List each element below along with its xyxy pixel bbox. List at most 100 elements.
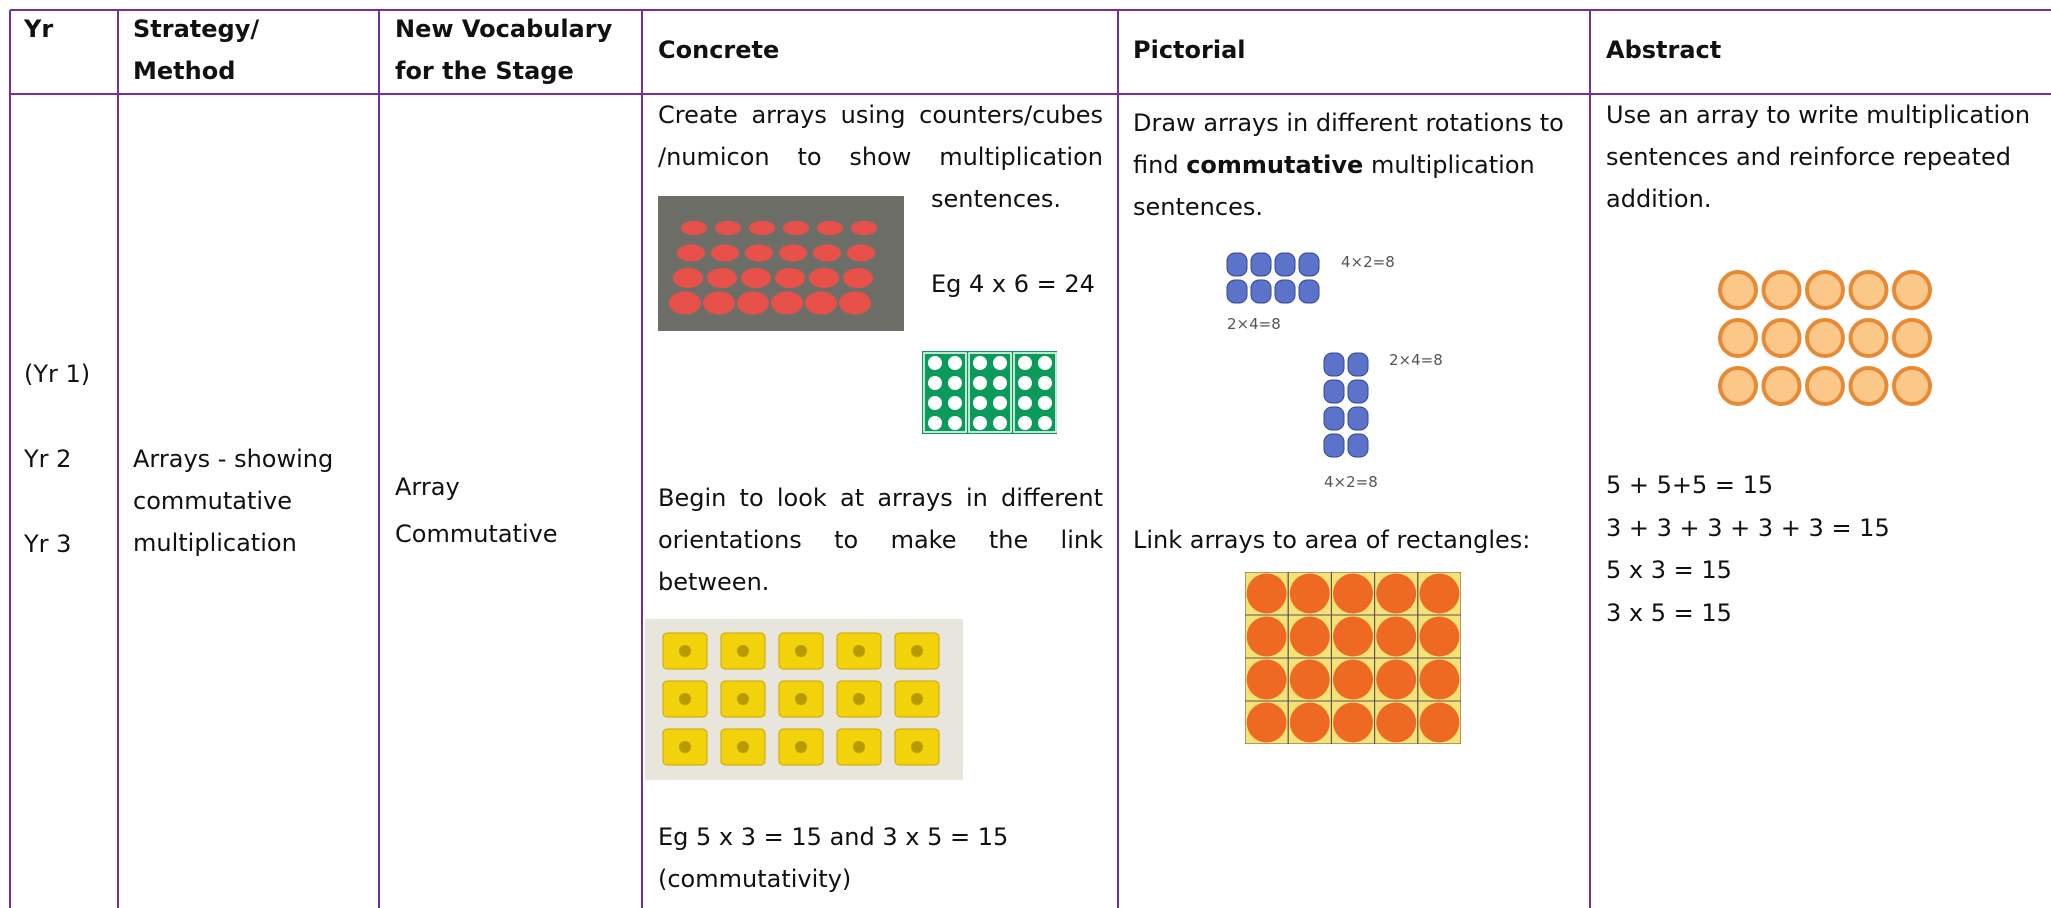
- orange-array-image: [1718, 270, 1932, 406]
- orange-circle: [1419, 659, 1460, 700]
- equation: 5 + 5+5 = 15: [1606, 471, 1774, 499]
- hole: [1038, 356, 1052, 370]
- image-bg: [922, 351, 1057, 434]
- orange-circle: [1761, 318, 1802, 358]
- header-cell: Yr: [24, 15, 54, 43]
- year: Yr 3: [24, 530, 72, 558]
- cube-hole: [795, 741, 807, 753]
- counter: [843, 268, 873, 288]
- orange-circle: [1333, 573, 1373, 614]
- table-border: [641, 10, 643, 908]
- cube-hole: [737, 645, 749, 657]
- text: Draw arrays in different rotations to fi…: [1133, 109, 1564, 179]
- hole: [1018, 376, 1032, 390]
- orange-circle: [1805, 318, 1845, 358]
- hole: [928, 376, 942, 390]
- blue-counter: [1274, 252, 1296, 277]
- image-label: 4×2=8: [1341, 253, 1395, 271]
- orange-circle: [1376, 573, 1417, 614]
- counter: [779, 244, 807, 262]
- counter: [737, 291, 769, 315]
- vocabulary: Array: [395, 473, 460, 501]
- hole: [973, 396, 987, 410]
- counter: [677, 244, 705, 262]
- counter: [673, 268, 703, 288]
- area-image: [1245, 572, 1461, 744]
- blue-counter: [1323, 433, 1345, 458]
- hole: [1018, 396, 1032, 410]
- header-cell: Concrete: [658, 36, 780, 64]
- counter: [669, 291, 701, 315]
- counter: [703, 291, 735, 315]
- blue-arrays-image: 4×2=8 2×4=8 2×4=8 4×2=8: [1226, 252, 1443, 491]
- orange-circle: [1892, 366, 1932, 406]
- orange-circle: [1805, 366, 1845, 406]
- numicon-piece: [923, 352, 967, 433]
- blue-counter: [1298, 252, 1320, 277]
- counter: [711, 244, 739, 262]
- header-cell: Method: [133, 57, 236, 85]
- equation: 3 + 3 + 3 + 3 + 3 = 15: [1606, 514, 1890, 542]
- orange-circle: [1848, 366, 1889, 406]
- pictorial-text: Draw arrays in different rotations to fi…: [1133, 102, 1578, 228]
- hole: [1038, 376, 1052, 390]
- equation: 3 x 5 = 15: [1606, 599, 1732, 627]
- abstract-text: Use an array to write multiplication sen…: [1606, 101, 2031, 213]
- blue-counter: [1347, 406, 1369, 431]
- example: Eg 5 x 3 = 15 and 3 x 5 = 15: [658, 823, 1009, 851]
- example: (commutativity): [658, 865, 852, 893]
- hole: [973, 376, 987, 390]
- vocabulary: Commutative: [395, 520, 558, 548]
- example: Eg 4 x 6 = 24: [931, 270, 1095, 298]
- cube-hole: [679, 645, 691, 657]
- counter: [771, 291, 803, 315]
- hole: [1018, 416, 1032, 430]
- counter: [813, 244, 841, 262]
- table-border: [10, 93, 2051, 95]
- hole: [1038, 416, 1052, 430]
- counter: [817, 221, 843, 235]
- orange-circle: [1892, 318, 1932, 358]
- orange-circle: [1246, 659, 1287, 700]
- blue-counter: [1226, 279, 1248, 304]
- image-label: 4×2=8: [1324, 473, 1378, 491]
- cube-hole: [911, 741, 923, 753]
- header-cell: Strategy/: [133, 15, 260, 43]
- orange-circle: [1333, 659, 1373, 700]
- cube-hole: [911, 693, 923, 705]
- hole: [973, 356, 987, 370]
- orange-circle: [1761, 270, 1802, 310]
- cube-hole: [737, 741, 749, 753]
- orange-circle: [1246, 702, 1287, 743]
- blue-counter: [1323, 379, 1345, 404]
- orange-circle: [1333, 702, 1373, 743]
- hole: [993, 396, 1007, 410]
- hole: [1038, 396, 1052, 410]
- orange-circle: [1289, 616, 1330, 657]
- table-border: [1117, 10, 1119, 908]
- numicon-piece: [1013, 352, 1057, 433]
- blue-counter: [1250, 279, 1272, 304]
- counter: [809, 268, 839, 288]
- cube-hole: [737, 693, 749, 705]
- counter: [775, 268, 805, 288]
- counter: [851, 221, 877, 235]
- counter: [741, 268, 771, 288]
- hole: [993, 356, 1007, 370]
- hole: [948, 416, 962, 430]
- counter: [783, 221, 809, 235]
- header-cell: New Vocabulary: [395, 15, 613, 43]
- header-cell: Pictorial: [1133, 36, 1246, 64]
- orange-circle: [1848, 270, 1889, 310]
- bold-text: commutative: [1186, 151, 1364, 179]
- orange-circle: [1246, 573, 1287, 614]
- hole: [948, 376, 962, 390]
- orange-circle: [1376, 659, 1417, 700]
- orange-circle: [1419, 616, 1460, 657]
- hole: [948, 396, 962, 410]
- cube-hole: [911, 645, 923, 657]
- blue-counter: [1323, 406, 1345, 431]
- blue-counter: [1274, 279, 1296, 304]
- blue-counter: [1250, 252, 1272, 277]
- counter: [749, 221, 775, 235]
